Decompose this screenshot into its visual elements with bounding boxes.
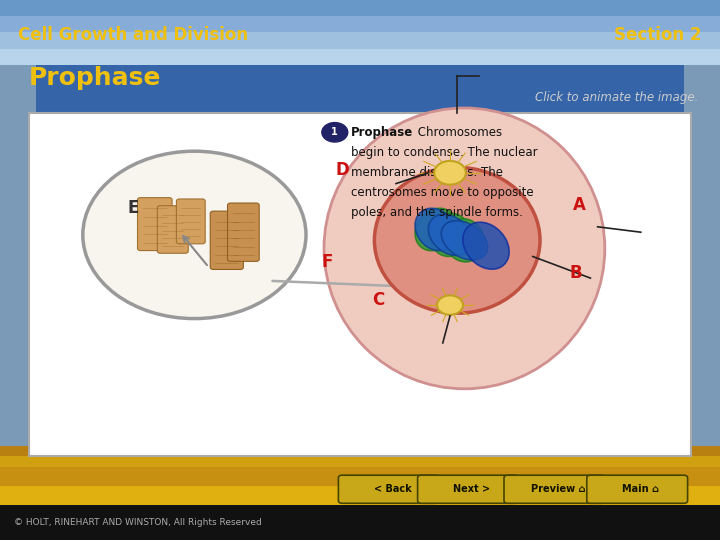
Text: membrane dissolves. The: membrane dissolves. The: [351, 166, 503, 179]
Text: Preview ⌂: Preview ⌂: [531, 484, 585, 494]
Text: Section 2: Section 2: [614, 26, 702, 44]
FancyBboxPatch shape: [0, 456, 720, 467]
FancyBboxPatch shape: [418, 475, 518, 503]
FancyBboxPatch shape: [0, 16, 720, 32]
Text: begin to condense. The nuclear: begin to condense. The nuclear: [351, 146, 538, 159]
FancyBboxPatch shape: [0, 503, 720, 540]
FancyBboxPatch shape: [684, 65, 720, 486]
Text: D: D: [335, 161, 349, 179]
Text: Next >: Next >: [453, 484, 490, 494]
FancyBboxPatch shape: [504, 475, 605, 503]
Circle shape: [434, 161, 466, 185]
Text: Click to animate the image.: Click to animate the image.: [535, 91, 698, 104]
FancyBboxPatch shape: [138, 198, 172, 251]
Text: centrosomes move to opposite: centrosomes move to opposite: [351, 186, 534, 199]
Text: Main ⌂: Main ⌂: [622, 484, 660, 494]
Text: Prophase: Prophase: [29, 66, 161, 90]
Circle shape: [83, 151, 306, 319]
Ellipse shape: [441, 221, 487, 260]
Ellipse shape: [444, 219, 485, 262]
Circle shape: [322, 123, 348, 142]
FancyBboxPatch shape: [158, 206, 189, 253]
Ellipse shape: [415, 208, 456, 251]
Text: < Back: < Back: [374, 484, 411, 494]
FancyBboxPatch shape: [0, 446, 720, 456]
FancyBboxPatch shape: [0, 49, 720, 65]
Text: B: B: [570, 264, 582, 282]
FancyBboxPatch shape: [0, 486, 720, 505]
FancyBboxPatch shape: [0, 65, 36, 486]
FancyBboxPatch shape: [587, 475, 688, 503]
FancyBboxPatch shape: [0, 65, 720, 486]
FancyBboxPatch shape: [0, 0, 720, 16]
Ellipse shape: [374, 167, 540, 313]
Ellipse shape: [324, 108, 605, 389]
FancyBboxPatch shape: [0, 456, 720, 505]
Ellipse shape: [428, 214, 472, 255]
Text: F: F: [322, 253, 333, 271]
Text: Chromosomes: Chromosomes: [414, 126, 502, 139]
FancyBboxPatch shape: [0, 467, 720, 486]
Ellipse shape: [463, 222, 509, 269]
FancyBboxPatch shape: [176, 199, 205, 244]
Text: C: C: [372, 291, 384, 309]
Text: © HOLT, RINEHART AND WINSTON, All Rights Reserved: © HOLT, RINEHART AND WINSTON, All Rights…: [14, 518, 262, 526]
Text: A: A: [573, 196, 586, 214]
Text: Prophase: Prophase: [351, 126, 413, 139]
FancyBboxPatch shape: [0, 30, 720, 59]
FancyBboxPatch shape: [29, 113, 691, 456]
Text: 1: 1: [331, 127, 338, 137]
Text: poles, and the spindle forms.: poles, and the spindle forms.: [351, 206, 523, 219]
FancyBboxPatch shape: [210, 211, 243, 269]
FancyBboxPatch shape: [338, 475, 439, 503]
FancyBboxPatch shape: [0, 59, 720, 89]
Ellipse shape: [415, 208, 456, 251]
Circle shape: [437, 295, 463, 315]
FancyBboxPatch shape: [0, 89, 720, 119]
FancyBboxPatch shape: [0, 32, 720, 49]
Ellipse shape: [430, 213, 470, 256]
Text: E: E: [127, 199, 139, 217]
FancyBboxPatch shape: [228, 203, 259, 261]
Text: Cell Growth and Division: Cell Growth and Division: [18, 26, 248, 44]
FancyBboxPatch shape: [0, 0, 720, 30]
